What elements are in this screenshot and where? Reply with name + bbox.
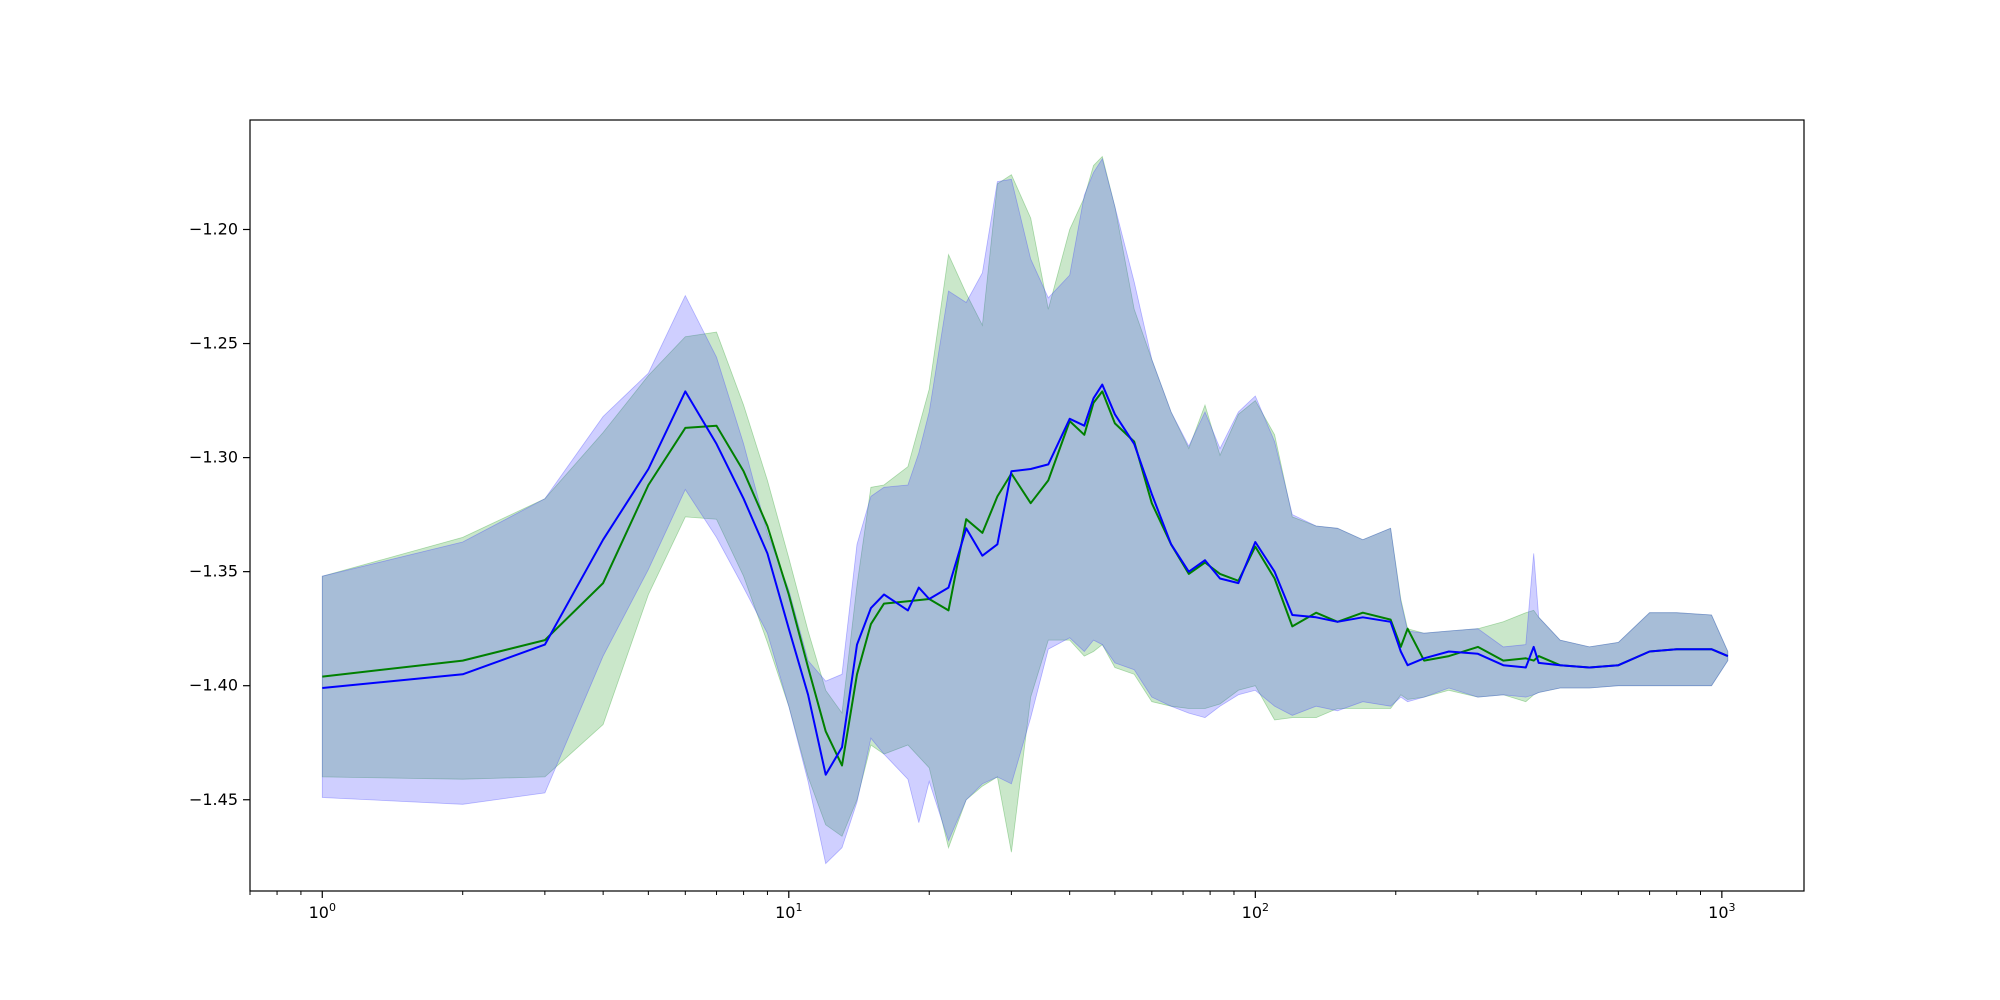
y-tick-label: −1.25 xyxy=(189,334,238,353)
confidence-bands xyxy=(321,155,1729,865)
y-tick-label: −1.45 xyxy=(189,790,238,809)
y-axis: −1.45 −1.40 −1.35 −1.30 −1.25 −1.20 xyxy=(189,219,250,809)
x-tick-label: 102 xyxy=(1242,901,1269,922)
x-axis: 100 101 102 103 xyxy=(249,891,1736,922)
series-0-band xyxy=(321,155,1729,853)
plot-area-frame xyxy=(249,119,1805,892)
y-tick-label: −1.20 xyxy=(189,219,238,238)
series-1-band xyxy=(321,157,1729,865)
y-tick-label: −1.35 xyxy=(189,562,238,581)
y-tick-label: −1.40 xyxy=(189,676,238,695)
x-tick-label: 103 xyxy=(1708,901,1735,922)
x-tick-label: 100 xyxy=(309,901,336,922)
x-tick-label: 101 xyxy=(775,901,802,922)
series-0-line xyxy=(322,390,1729,767)
series-1-line xyxy=(322,383,1729,776)
series-lines xyxy=(322,383,1729,776)
y-tick-label: −1.30 xyxy=(189,448,238,467)
